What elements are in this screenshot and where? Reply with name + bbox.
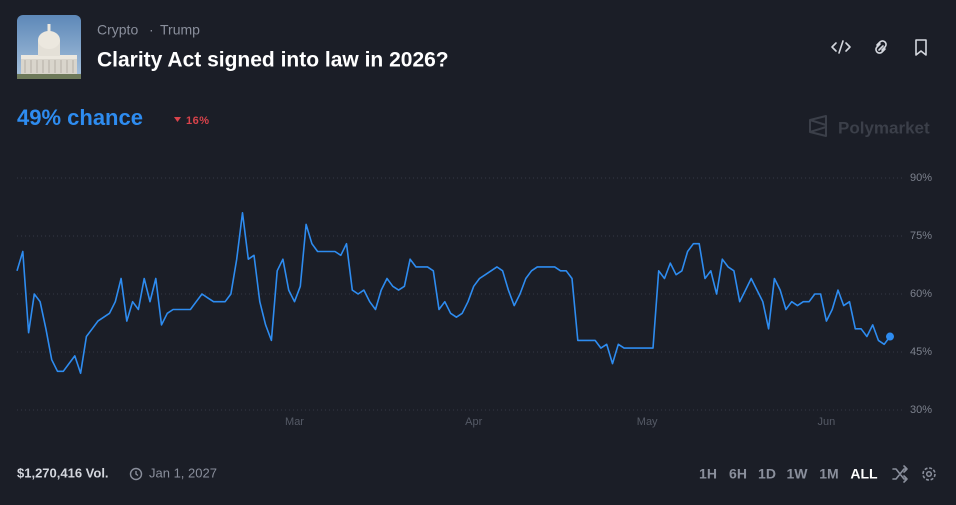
last-point [886, 332, 894, 341]
embed-button[interactable] [831, 40, 851, 54]
breadcrumb[interactable]: Trump [160, 22, 200, 38]
range-button[interactable]: 6H [729, 466, 747, 482]
market-image [17, 15, 81, 79]
x-tick-label: Apr [465, 416, 482, 428]
range-button[interactable]: ALL [850, 466, 878, 482]
bookmark-button[interactable] [915, 39, 927, 56]
settings-button[interactable] [922, 467, 936, 481]
end-date: Jan 1, 2027 [149, 465, 217, 480]
range-selector: 1H 6H 1D 1W 1M ALL [699, 466, 878, 482]
range-button[interactable]: 1H [699, 466, 717, 482]
market-title: Clarity Act signed into law in 2026? [97, 49, 449, 72]
volume: $1,270,416 Vol. [17, 465, 109, 480]
y-tick-label: 75% [910, 230, 932, 242]
y-tick-label: 90% [910, 172, 932, 184]
breadcrumb[interactable]: Crypto [97, 22, 138, 38]
x-tick-label: Mar [285, 416, 304, 428]
breadcrumb-separator: · [149, 22, 154, 38]
change: 16% [186, 115, 210, 127]
y-tick-label: 30% [910, 404, 932, 416]
y-tick-label: 60% [910, 288, 932, 300]
brand-logo [809, 115, 827, 137]
range-button[interactable]: 1D [758, 466, 776, 482]
price-line [16, 212, 891, 375]
down-arrow [174, 117, 181, 122]
chart: 30% 45% 60% 75% 90% Mar Apr May Jun [16, 172, 932, 428]
x-tick-label: Jun [818, 416, 836, 428]
brand: Polymarket [838, 118, 930, 137]
range-button[interactable]: 1M [819, 466, 838, 482]
copy-link-button[interactable] [875, 40, 887, 54]
y-tick-label: 45% [910, 346, 932, 358]
range-button[interactable]: 1W [787, 466, 809, 482]
chance: 49% chance [17, 105, 143, 130]
shuffle-button[interactable] [892, 465, 908, 483]
x-tick-label: May [637, 416, 658, 428]
clock-icon [129, 467, 143, 481]
